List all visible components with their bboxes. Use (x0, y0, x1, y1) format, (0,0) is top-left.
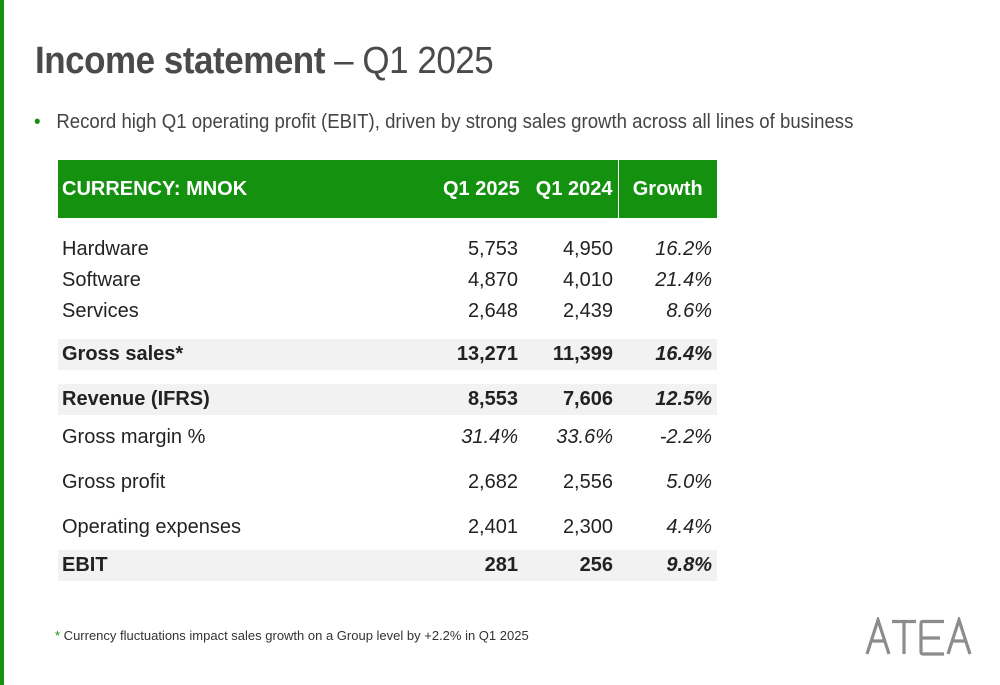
cell-q1-2024: 11,399 (523, 339, 618, 370)
cell-q1-2025: 2,682 (467, 471, 518, 493)
cell-q1-2024: 4,950 (562, 238, 613, 260)
cell-growth: 4.4% (666, 516, 712, 538)
cell-q1-2025: 2,401 (467, 516, 518, 538)
header-q1-2024: Q1 2024 (523, 160, 618, 218)
spacer-row (58, 327, 717, 339)
table-header-row: CURRENCY: MNOK Q1 2025 Q1 2024 Growth (58, 160, 717, 218)
title-period: – Q1 2025 (324, 40, 494, 82)
cell-growth: 9.8% (618, 550, 717, 581)
spacer-row (58, 370, 717, 384)
cell-growth: 12.5% (618, 384, 717, 415)
table-row: Gross margin % 31.4% 33.6% -2.2% (58, 415, 717, 460)
table-row: Software 4,870 4,010 21.4% (58, 265, 717, 296)
cell-growth: 16.2% (655, 238, 712, 260)
cell-q1-2025: 5,753 (467, 238, 518, 260)
income-statement-table: CURRENCY: MNOK Q1 2025 Q1 2024 Growth Ha… (58, 160, 717, 581)
footnote: * Currency fluctuations impact sales gro… (55, 628, 529, 643)
footnote-marker: * (55, 628, 61, 643)
cell-q1-2024: 4,010 (562, 269, 613, 291)
row-label: Hardware (62, 238, 149, 260)
cell-q1-2025: 281 (438, 550, 523, 581)
cell-q1-2024: 7,606 (523, 384, 618, 415)
table-row-total: Gross sales* 13,271 11,399 16.4% (58, 339, 717, 370)
cell-q1-2024: 2,439 (562, 300, 613, 322)
page-title: Income statement – Q1 2025 (35, 38, 494, 84)
table-row: Hardware 5,753 4,950 16.2% (58, 234, 717, 265)
row-label: Services (62, 300, 139, 322)
cell-q1-2024: 2,300 (562, 516, 613, 538)
row-label: Gross margin % (62, 426, 206, 448)
cell-growth: 21.4% (655, 269, 712, 291)
cell-q1-2025: 4,870 (467, 269, 518, 291)
table-row: Gross profit 2,682 2,556 5.0% (58, 460, 717, 505)
header-currency: CURRENCY: MNOK (58, 160, 438, 218)
cell-growth: 8.6% (666, 300, 712, 322)
bullet-dot-icon: • (34, 111, 41, 133)
title-bold: Income statement (35, 40, 325, 82)
cell-growth: 16.4% (618, 339, 717, 370)
footnote-text: Currency fluctuations impact sales growt… (60, 628, 529, 643)
cell-q1-2025: 13,271 (438, 339, 523, 370)
cell-q1-2025: 2,648 (467, 300, 518, 322)
table-row: Operating expenses 2,401 2,300 4.4% (58, 505, 717, 550)
row-label: Operating expenses (62, 516, 242, 538)
row-label: EBIT (58, 550, 438, 581)
accent-bar (0, 0, 4, 685)
row-label: Software (62, 269, 141, 291)
row-label: Gross profit (62, 471, 166, 493)
cell-q1-2025: 8,553 (438, 384, 523, 415)
table-row-total: Revenue (IFRS) 8,553 7,606 12.5% (58, 384, 717, 415)
header-growth: Growth (617, 160, 717, 218)
cell-growth: -2.2% (659, 426, 712, 448)
cell-growth: 5.0% (666, 471, 712, 493)
cell-q1-2024: 33.6% (556, 426, 613, 448)
bullet-text: Record high Q1 operating profit (EBIT), … (56, 111, 854, 133)
cell-q1-2024: 2,556 (562, 471, 613, 493)
table-row-total: EBIT 281 256 9.8% (58, 550, 717, 581)
header-q1-2025: Q1 2025 (438, 160, 523, 218)
table-row: Services 2,648 2,439 8.6% (58, 296, 717, 327)
row-label: Revenue (IFRS) (58, 384, 438, 415)
cell-q1-2024: 256 (523, 550, 618, 581)
spacer-row (58, 218, 717, 234)
cell-q1-2025: 31.4% (461, 426, 518, 448)
atea-logo (865, 617, 972, 656)
bullet-item: • Record high Q1 operating profit (EBIT),… (34, 110, 853, 134)
row-label: Gross sales* (58, 339, 438, 370)
